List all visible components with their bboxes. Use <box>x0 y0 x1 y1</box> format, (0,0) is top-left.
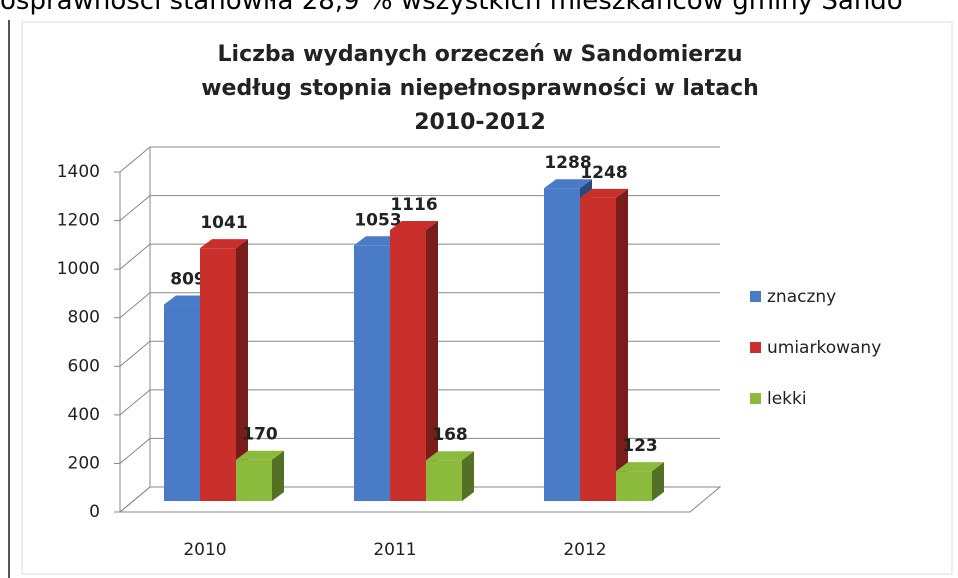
chart-frame <box>21 21 953 575</box>
legend-label: znaczny <box>767 287 836 307</box>
y-tick-label: 1400 <box>57 162 100 182</box>
grid-line <box>119 243 720 270</box>
y-tick-label: 1000 <box>57 259 100 279</box>
grid-line <box>119 292 720 319</box>
y-tick-label: 400 <box>68 405 100 425</box>
bar-face <box>544 179 592 189</box>
bar-face <box>236 239 248 501</box>
data-label: 1041 <box>200 213 247 233</box>
data-label: 123 <box>622 436 658 456</box>
bar-face <box>354 245 390 501</box>
bar-face <box>390 229 426 501</box>
legend-label: lekki <box>767 389 807 409</box>
bar-face <box>462 451 474 501</box>
bar-face <box>616 188 628 501</box>
bar-face <box>426 220 438 501</box>
data-label: 168 <box>432 425 468 445</box>
data-label: 1116 <box>390 195 437 215</box>
bar-face <box>426 460 462 501</box>
legend-swatch <box>750 342 761 353</box>
bar <box>616 462 664 501</box>
y-tick-label: 800 <box>68 308 100 328</box>
grid-line <box>119 389 720 416</box>
legend-swatch <box>750 393 761 404</box>
bar-face <box>236 450 284 460</box>
data-label: 1288 <box>544 153 591 173</box>
bar <box>390 220 438 501</box>
data-label: 1053 <box>354 210 401 230</box>
bar-face <box>580 188 628 198</box>
bar-face <box>616 462 664 472</box>
bar <box>200 239 248 501</box>
x-tick-label: 2011 <box>373 540 416 560</box>
chart-title: Liczba wydanych orzeczeń w Sandomierzu w… <box>201 42 759 135</box>
bar-face <box>544 188 580 501</box>
bar-face <box>426 451 474 461</box>
bar-face <box>200 248 236 501</box>
grid-line <box>119 146 720 173</box>
bar-face <box>272 450 284 501</box>
y-tick-label: 600 <box>68 356 100 376</box>
grid-line <box>119 437 720 464</box>
y-tick-label: 0 <box>89 502 100 522</box>
bar <box>580 188 628 501</box>
grid-line <box>119 486 720 513</box>
y-tick-label: 1200 <box>57 211 100 231</box>
bar-face <box>164 304 200 501</box>
legend-label: umiarkowany <box>767 338 881 358</box>
bar-face <box>652 462 664 501</box>
x-tick-label: 2010 <box>183 540 226 560</box>
data-label: 809 <box>170 270 206 290</box>
data-label: 1248 <box>580 163 627 183</box>
data-label: 170 <box>242 425 278 445</box>
grid-line <box>119 340 720 367</box>
x-tick-label: 2012 <box>563 540 606 560</box>
legend-swatch <box>750 291 761 302</box>
bar-face <box>580 197 616 501</box>
bar <box>426 451 474 501</box>
grid-line <box>119 195 720 221</box>
bar-face <box>616 471 652 501</box>
bar-face <box>236 459 272 501</box>
y-tick-label: 200 <box>68 453 100 473</box>
bar-face <box>200 239 248 249</box>
bar-face <box>390 220 438 230</box>
page-text: osprawności stanowiła 28,9 % wszystkich … <box>0 0 903 16</box>
bar <box>236 450 284 501</box>
